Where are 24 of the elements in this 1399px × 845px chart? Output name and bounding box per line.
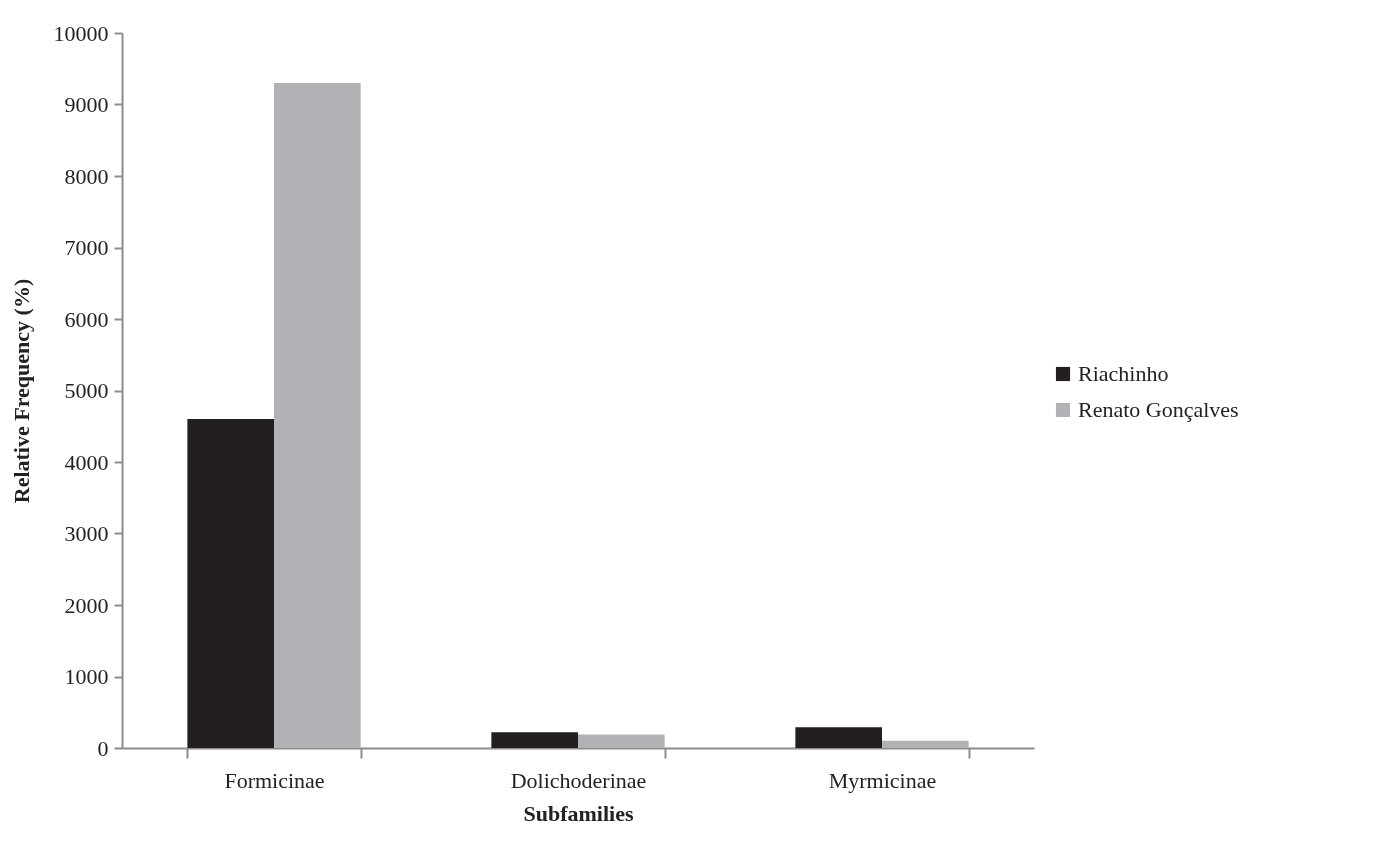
legend-label: Riachinho: [1078, 361, 1169, 386]
legend-label: Renato Gonçalves: [1078, 397, 1239, 422]
y-tick-label: 0: [97, 735, 109, 761]
x-tick-label: Myrmicinae: [828, 767, 937, 793]
y-tick-label: 2000: [64, 592, 109, 618]
y-tick-label: 4000: [64, 449, 109, 475]
bar: [187, 419, 274, 748]
x-tick-label: Formicinae: [224, 767, 325, 793]
y-tick-label: 5000: [64, 378, 109, 403]
y-tick-label: 6000: [64, 306, 109, 332]
y-tick-label: 8000: [64, 163, 109, 189]
y-tick-label: 9000: [64, 92, 109, 117]
y-tick-label: 3000: [64, 521, 109, 546]
y-tick-label: 7000: [64, 235, 109, 260]
y-tick-label: 1000: [64, 664, 109, 689]
x-axis-title: Subfamilies: [523, 800, 634, 826]
bar: [274, 83, 361, 748]
y-axis-title: Relative Frequency (%): [8, 278, 34, 504]
bar: [578, 734, 665, 748]
bar: [795, 727, 882, 748]
bar: [491, 732, 578, 748]
x-tick-label: Dolichoderinae: [510, 767, 647, 793]
bar: [882, 740, 969, 748]
y-tick-label: 10000: [53, 20, 109, 46]
